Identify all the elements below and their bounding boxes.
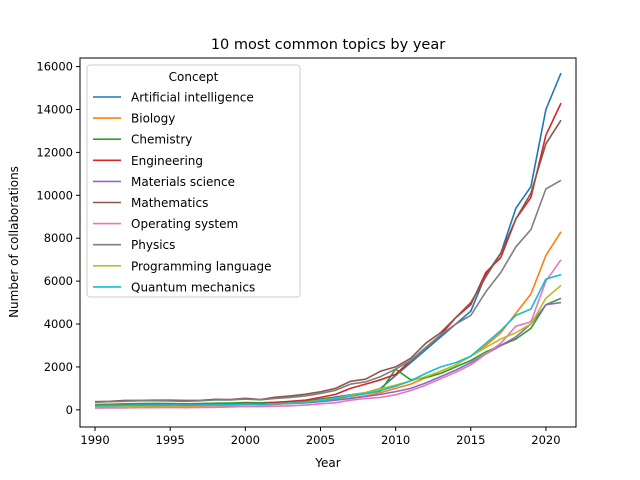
x-tick-label: 2010 — [381, 433, 410, 447]
y-axis-label: Number of collaborations — [7, 166, 21, 318]
legend-box — [86, 64, 301, 298]
legend-entries: Artificial intelligence Biology Chemistry E… — [93, 91, 272, 294]
y-tick-label: 10000 — [36, 188, 73, 202]
axes-frame — [79, 57, 577, 428]
y-tick-label: 2000 — [44, 360, 73, 374]
legend-label: Engineering — [131, 154, 203, 168]
y-axis-ticks: 0 2000 4000 6000 8000 10000 12000 14000 16000 — [36, 60, 80, 417]
y-tick-label: 12000 — [36, 145, 73, 159]
legend-label: Physics — [131, 238, 175, 252]
legend-label: Chemistry — [131, 133, 192, 147]
y-tick-label: 16000 — [36, 60, 73, 74]
legend-title: Concept — [169, 70, 219, 84]
y-tick-label: 0 — [66, 403, 73, 417]
legend-label: Mathematics — [131, 196, 208, 210]
x-axis-label: Year — [314, 456, 340, 470]
x-tick-label: 2000 — [231, 433, 260, 447]
legend-label: Biology — [131, 112, 175, 126]
x-tick-label: 2005 — [306, 433, 335, 447]
legend-label: Quantum mechanics — [131, 280, 255, 294]
y-tick-label: 8000 — [44, 231, 73, 245]
y-tick-label: 14000 — [36, 102, 73, 116]
series-line-9 — [94, 273, 562, 407]
plot-lines — [94, 72, 562, 409]
legend-label: Artificial intelligence — [131, 91, 254, 105]
chart-title: 10 most common topics by year — [211, 37, 445, 53]
legend-label: Materials science — [131, 175, 235, 189]
x-tick-label: 2015 — [456, 433, 485, 447]
x-axis-ticks: 1990 1995 2000 2005 2010 2015 2020 — [80, 427, 561, 447]
series-line-6 — [94, 259, 562, 409]
series-line-8 — [94, 284, 562, 408]
y-tick-label: 4000 — [44, 317, 73, 331]
series-line-7 — [94, 179, 562, 404]
y-tick-label: 6000 — [44, 274, 73, 288]
x-tick-label: 1995 — [156, 433, 185, 447]
x-tick-label: 1990 — [80, 433, 109, 447]
legend-label: Operating system — [131, 217, 238, 231]
legend: Concept Artificial intelligence Biology Ch… — [86, 64, 301, 298]
legend-label: Programming language — [131, 259, 272, 273]
series-line-5 — [94, 119, 562, 403]
x-tick-label: 2020 — [531, 433, 560, 447]
